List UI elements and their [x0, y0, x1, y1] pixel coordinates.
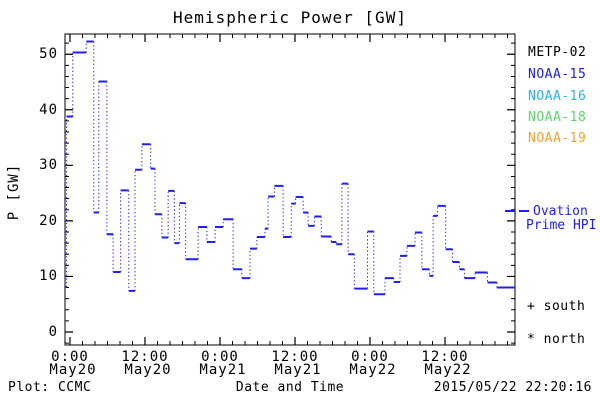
- legend-item-noaa15: NOAA-15: [528, 67, 587, 82]
- y-tick-label-10: 10: [39, 268, 58, 285]
- legend-marker-south: + south: [527, 299, 585, 314]
- y-tick-label-30: 30: [39, 157, 58, 174]
- minor-ticks: [65, 34, 515, 345]
- legend-item-noaa16: NOAA-16: [528, 89, 587, 104]
- x-axis-label: Date and Time: [235, 380, 345, 395]
- plot-border: [64, 33, 516, 346]
- y-tick-label-50: 50: [39, 46, 58, 63]
- x-tick-date-12: May20: [124, 362, 172, 378]
- legend-marker-north-label: north: [543, 332, 586, 347]
- x-tick-date-36: May21: [274, 362, 322, 378]
- chart-title: Hemispheric Power [GW]: [173, 8, 407, 27]
- x-tick-time-60: 12:00: [421, 349, 469, 365]
- y-tick-label-40: 40: [39, 101, 58, 118]
- legend-marker-north: * north: [527, 332, 585, 347]
- hpi-step-connectors: [66, 41, 498, 295]
- legend-item-metp02: METP-02: [528, 45, 587, 60]
- plot-source-label: Plot: CCMC: [8, 380, 92, 395]
- legend-ovation-line2: Prime HPI: [526, 218, 597, 233]
- plus-marker-icon: +: [527, 299, 536, 314]
- x-tick-date-0: May20: [49, 362, 97, 378]
- x-tick-time-12: 12:00: [121, 349, 169, 365]
- asterisk-marker-icon: *: [527, 332, 536, 347]
- major-ticks: [65, 34, 515, 345]
- legend-item-noaa19: NOAA-19: [528, 131, 587, 146]
- legend-ovation-line1: Ovation: [533, 204, 588, 219]
- x-tick-time-24: 0:00: [201, 349, 239, 365]
- x-tick-date-24: May21: [199, 362, 247, 378]
- y-tick-label-20: 20: [39, 212, 58, 229]
- x-tick-time-0: 0:00: [51, 349, 89, 365]
- x-tick-date-48: May22: [349, 362, 397, 378]
- legend-item-noaa18: NOAA-18: [528, 110, 587, 125]
- x-tick-date-60: May22: [424, 362, 472, 378]
- y-tick-label-0: 0: [48, 324, 58, 340]
- hpi-step-levels: [65, 40, 515, 296]
- x-tick-time-36: 12:00: [271, 349, 319, 365]
- plot-timestamp: 2015/05/22 22:20:16: [433, 380, 592, 395]
- x-tick-time-48: 0:00: [351, 349, 389, 365]
- legend-marker-south-label: south: [543, 299, 586, 314]
